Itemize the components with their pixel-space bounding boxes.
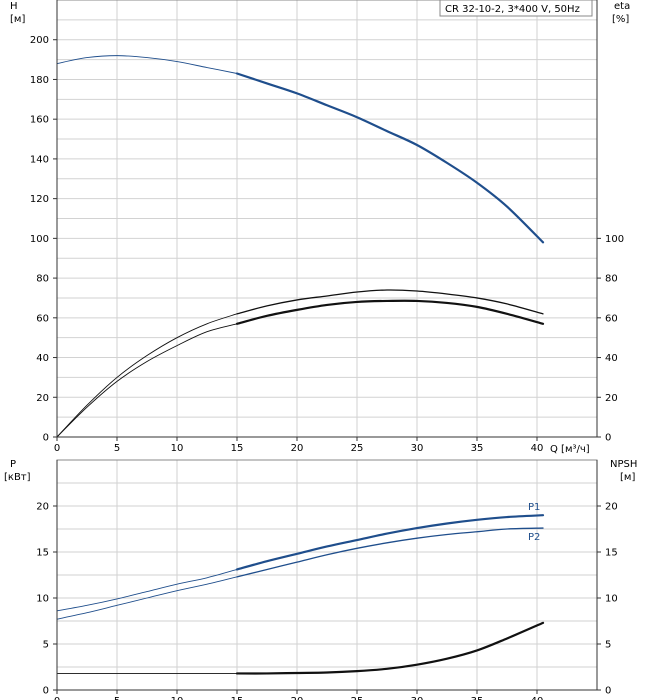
left-tick-label: 200	[30, 35, 49, 46]
title-box-frame	[439, 0, 593, 17]
x-tick-label: 20	[291, 696, 304, 700]
right-tick-label: 20	[605, 502, 618, 513]
x-tick-label: 0	[54, 696, 60, 700]
bottom-left-axis-label-symbol: P	[10, 459, 16, 470]
left-tick-label: 20	[36, 502, 49, 513]
left-tick-label: 0	[43, 433, 49, 444]
right-tick-label: 10	[605, 594, 618, 605]
x-tick-label: 30	[411, 443, 424, 454]
top-panel-axes: 0 20 40 60 80 100 120 140 160 180 200 0 20 40 60 80 100 0…	[30, 0, 624, 454]
curve-eta-lower-thick	[235, 299, 545, 325]
x-tick-label: 35	[471, 696, 484, 700]
left-tick-label: 15	[36, 548, 49, 559]
curve-npsh-thick	[235, 621, 545, 675]
left-tick-label: 5	[43, 640, 49, 651]
bottom-panel-curves	[56, 514, 545, 675]
left-tick-label: 160	[30, 115, 49, 126]
left-tick-label: 20	[36, 393, 49, 404]
curve-h-thick	[235, 72, 545, 244]
title-box: CR 32-10-2, 3*400 V, 50Hz	[439, 0, 593, 17]
curve-eta-lower-thin	[56, 323, 238, 438]
left-tick-label: 10	[36, 594, 49, 605]
top-x-axis-label: Q [м³/ч]	[550, 444, 590, 455]
right-tick-label: 40	[605, 353, 618, 364]
x-tick-label: 40	[531, 696, 544, 700]
top-right-axis-label-unit: [%]	[612, 14, 629, 25]
top-panel-grid	[56, 0, 598, 438]
curve-p2-thin	[56, 576, 238, 620]
curve-p1-thin	[56, 569, 238, 612]
left-tick-label: 120	[30, 194, 49, 205]
right-tick-label: 5	[605, 640, 611, 651]
x-tick-label: 5	[114, 696, 120, 700]
curve-p1-thick	[235, 514, 545, 571]
series-label-p1: P1	[528, 502, 540, 513]
x-tick-label: 15	[231, 696, 244, 700]
right-tick-label: 0	[605, 686, 611, 697]
top-right-axis-label-symbol: eta	[614, 1, 630, 12]
x-tick-label: 20	[291, 443, 304, 454]
bottom-left-axis-label-unit: [кВт]	[4, 472, 31, 483]
bottom-right-axis-label-symbol: NPSH	[610, 459, 637, 470]
curve-eta-upper-thin	[56, 313, 238, 438]
x-tick-label: 5	[114, 443, 120, 454]
top-panel-curves	[56, 55, 545, 438]
x-tick-label: 10	[171, 696, 184, 700]
x-tick-label: 10	[171, 443, 184, 454]
right-tick-label: 60	[605, 313, 618, 324]
left-tick-label: 140	[30, 154, 49, 165]
series-label-p2: P2	[528, 532, 540, 543]
right-tick-label: 80	[605, 274, 618, 285]
left-tick-label: 40	[36, 353, 49, 364]
x-tick-label: 35	[471, 443, 484, 454]
right-tick-label: 100	[605, 234, 624, 245]
chart-title: CR 32-10-2, 3*400 V, 50Hz	[445, 4, 580, 15]
left-tick-label: 180	[30, 75, 49, 86]
x-tick-label: 25	[351, 696, 364, 700]
x-tick-label: 25	[351, 443, 364, 454]
right-tick-label: 20	[605, 393, 618, 404]
left-tick-label: 80	[36, 274, 49, 285]
left-tick-label: 60	[36, 313, 49, 324]
left-tick-label: 0	[43, 686, 49, 697]
top-left-axis-label-unit: [м]	[10, 14, 25, 25]
curve-eta-upper-thick	[236, 289, 544, 315]
x-tick-label: 15	[231, 443, 244, 454]
top-left-axis-label-symbol: H	[10, 1, 18, 12]
x-tick-label: 0	[54, 443, 60, 454]
x-tick-label: 40	[531, 443, 544, 454]
right-tick-label: 0	[605, 433, 611, 444]
bottom-right-axis-label-unit: [м]	[620, 472, 635, 483]
curve-p2-thick	[236, 527, 544, 578]
right-tick-label: 15	[605, 548, 618, 559]
curve-h-thin	[56, 55, 238, 74]
left-tick-label: 100	[30, 234, 49, 245]
x-tick-label: 30	[411, 696, 424, 700]
bottom-panel-grid	[56, 459, 598, 691]
bottom-panel-axes: 0 5 10 15 20 0 5 10 15 20 0 5 10 15 20 25 30 35 40	[36, 460, 618, 700]
